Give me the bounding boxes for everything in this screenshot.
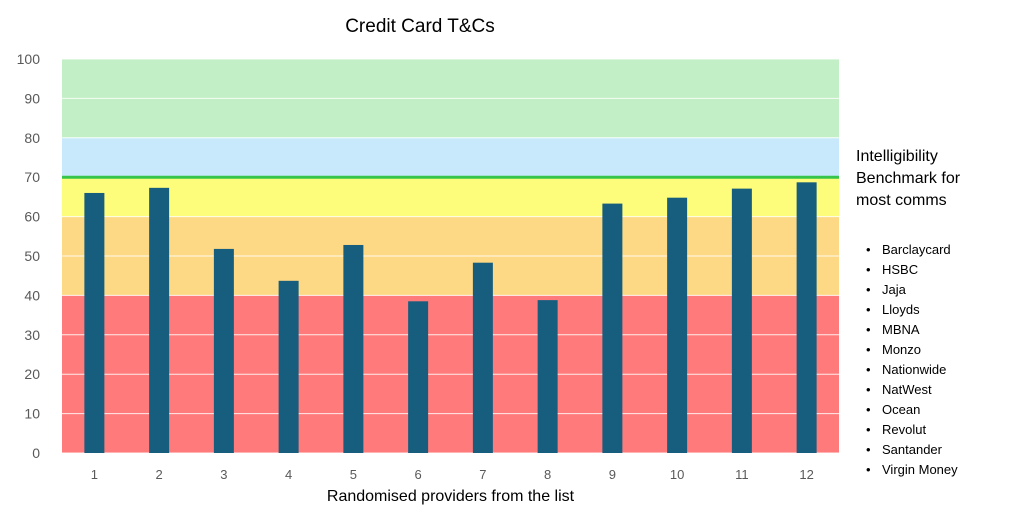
x-axis-ticks: 1 2 3 4 5 6 7 8 9 10 11 12 <box>91 467 814 482</box>
y-tick-label: 40 <box>24 287 40 303</box>
bar-4 <box>278 280 299 453</box>
provider-list-item: Revolut <box>866 420 958 440</box>
provider-list-item: Jaja <box>866 280 958 300</box>
y-axis-ticks: 0 10 20 30 40 50 60 70 80 90 100 <box>17 51 41 461</box>
bar-10 <box>667 197 688 453</box>
y-tick-label: 70 <box>24 169 40 185</box>
y-tick-label: 60 <box>24 209 40 225</box>
y-tick-label: 20 <box>24 366 40 382</box>
bar-11 <box>731 188 752 453</box>
x-tick-label: 9 <box>609 467 616 482</box>
bar-5 <box>343 244 364 453</box>
provider-list-item: Virgin Money <box>866 460 958 480</box>
x-tick-label: 3 <box>220 467 227 482</box>
y-tick-label: 0 <box>32 445 40 461</box>
bar-6 <box>408 301 429 453</box>
x-tick-label: 6 <box>415 467 422 482</box>
x-tick-label: 8 <box>544 467 551 482</box>
x-tick-label: 5 <box>350 467 357 482</box>
bar-2 <box>149 187 170 453</box>
bar-9 <box>602 203 623 453</box>
benchmark-label: Intelligibility Benchmark for most comms <box>856 148 961 209</box>
x-axis-label: Randomised providers from the list <box>326 488 575 505</box>
bar-1 <box>84 192 105 453</box>
provider-list-item: NatWest <box>866 380 958 400</box>
y-tick-label: 10 <box>24 406 40 422</box>
bar-8 <box>537 300 558 453</box>
provider-list-item: HSBC <box>866 260 958 280</box>
bar-12 <box>796 182 817 453</box>
y-tick-label: 50 <box>24 248 40 264</box>
band-70-80 <box>62 137 839 178</box>
x-tick-label: 12 <box>799 467 813 482</box>
provider-list-item: MBNA <box>866 320 958 340</box>
x-tick-label: 11 <box>735 467 749 482</box>
x-tick-label: 4 <box>285 467 292 482</box>
provider-list-item: Monzo <box>866 340 958 360</box>
y-tick-label: 80 <box>24 130 40 146</box>
x-tick-label: 7 <box>479 467 486 482</box>
x-tick-label: 10 <box>670 467 684 482</box>
provider-list-item: Barclaycard <box>866 240 958 260</box>
x-tick-label: 1 <box>91 467 98 482</box>
chart-title: Credit Card T&Cs <box>345 16 495 37</box>
band-60-70 <box>62 177 839 217</box>
y-tick-label: 90 <box>24 90 40 106</box>
bars <box>84 182 817 453</box>
x-tick-label: 2 <box>156 467 163 482</box>
provider-list: BarclaycardHSBCJajaLloydsMBNAMonzoNation… <box>866 240 958 480</box>
bar-3 <box>213 248 234 453</box>
y-tick-label: 100 <box>17 51 41 67</box>
provider-list-item: Nationwide <box>866 360 958 380</box>
provider-list-item: Santander <box>866 440 958 460</box>
provider-list-item: Ocean <box>866 400 958 420</box>
bar-7 <box>472 262 493 453</box>
provider-list-item: Lloyds <box>866 300 958 320</box>
y-tick-label: 30 <box>24 327 40 343</box>
